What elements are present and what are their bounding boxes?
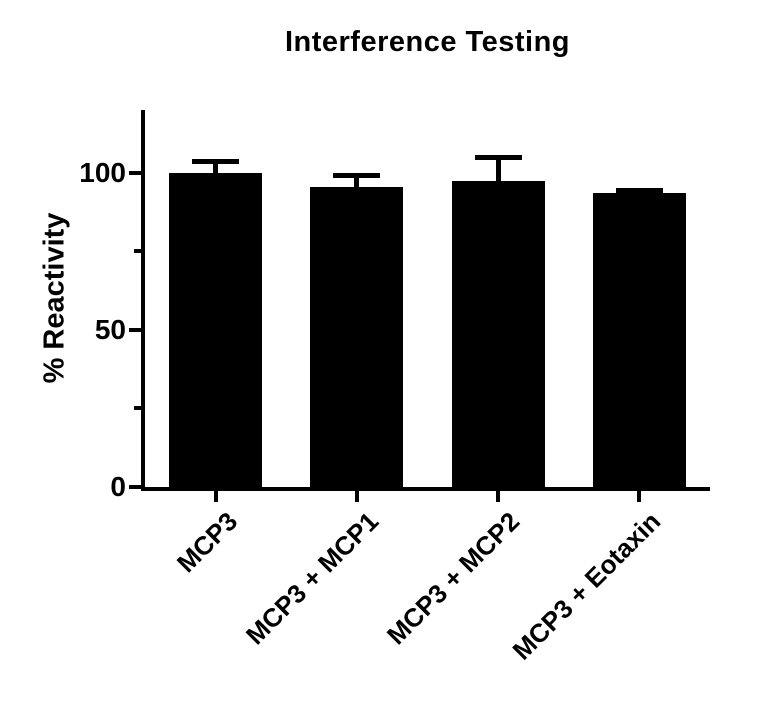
x-tick-label: MCP3 + Eotaxin xyxy=(506,506,667,666)
error-bar-cap xyxy=(333,173,381,179)
bar xyxy=(451,180,545,487)
error-bar-line xyxy=(636,190,642,197)
error-bar-line xyxy=(495,157,501,184)
bar xyxy=(169,172,263,487)
y-major-tick xyxy=(129,170,141,175)
y-major-tick xyxy=(129,327,141,332)
error-bar-cap xyxy=(474,154,522,160)
error-bar-cap xyxy=(192,159,240,165)
error-bar-line xyxy=(213,161,219,176)
chart-title: Interference Testing xyxy=(284,26,571,58)
y-tick-label: 50 xyxy=(94,313,126,345)
y-minor-tick xyxy=(134,406,141,411)
y-tick-label: 100 xyxy=(79,156,126,188)
y-major-tick xyxy=(129,485,141,489)
bar xyxy=(310,186,404,487)
x-tick xyxy=(637,491,642,502)
y-minor-tick xyxy=(134,249,141,254)
x-tick xyxy=(496,491,501,502)
error-bar-cap xyxy=(615,187,663,193)
bar xyxy=(592,193,686,487)
x-axis-line xyxy=(141,487,710,491)
error-bar-line xyxy=(354,175,360,190)
x-tick xyxy=(213,491,218,502)
x-tick xyxy=(354,491,359,502)
y-axis-line xyxy=(141,110,145,491)
y-tick-label: 0 xyxy=(110,471,126,502)
